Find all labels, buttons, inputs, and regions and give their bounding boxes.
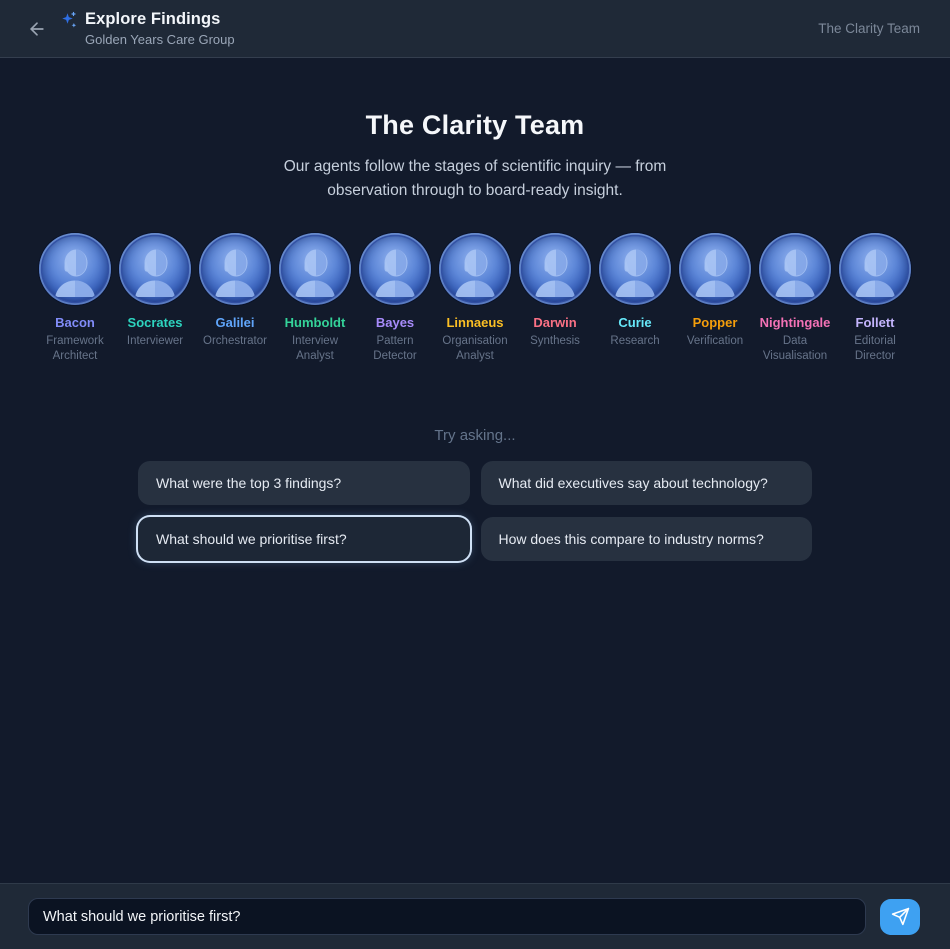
agent-role: Organisation Analyst [442, 334, 508, 363]
portrait-icon [200, 234, 270, 304]
agent-role: Data Visualisation [762, 334, 828, 363]
agent-card[interactable]: Curie Research [595, 233, 675, 365]
agent-avatar [199, 233, 271, 306]
suggestion-chip[interactable]: What should we prioritise first? [138, 516, 470, 561]
portrait-icon [280, 234, 350, 304]
agent-card[interactable]: Popper Verification [675, 233, 755, 365]
agent-card[interactable]: Darwin Synthesis [515, 233, 595, 365]
portrait-icon [760, 234, 830, 304]
portrait-icon [360, 234, 430, 304]
agent-avatar [119, 233, 191, 306]
agent-card[interactable]: Humboldt Interview Analyst [275, 233, 355, 365]
agent-avatar [39, 233, 111, 306]
team-title: The Clarity Team [365, 110, 585, 140]
agent-card[interactable]: Galilei Orchestrator [195, 233, 275, 365]
agent-avatar [679, 233, 751, 306]
agent-avatar [279, 233, 351, 306]
portrait-icon [680, 234, 750, 304]
team-description: Our agents follow the stages of scientif… [283, 158, 667, 200]
agent-role: Synthesis [530, 334, 580, 347]
agent-avatar [359, 233, 431, 306]
agent-avatar [759, 233, 831, 306]
agent-card[interactable]: Bayes Pattern Detector [355, 233, 435, 365]
hero-section: The Clarity Team Our agents follow the s… [0, 58, 950, 203]
agent-card[interactable]: Nightingale Data Visualisation [755, 233, 835, 365]
agent-avatar [839, 233, 911, 306]
page-subtitle: Golden Years Care Group [85, 32, 235, 47]
agent-name: Bayes [375, 315, 415, 331]
agent-name: Socrates [127, 315, 183, 331]
agent-name: Nightingale [759, 315, 831, 331]
agent-name: Galilei [215, 315, 255, 331]
message-input[interactable] [28, 898, 866, 935]
suggestion-chip[interactable]: How does this compare to industry norms? [480, 516, 812, 561]
agent-role: Verification [686, 334, 744, 347]
try-asking-heading: Try asking... [434, 426, 516, 444]
agent-name: Bacon [55, 315, 95, 331]
agent-name: Linnaeus [446, 315, 504, 331]
header-bar: Explore Findings Golden Years Care Group… [0, 0, 950, 58]
agent-avatar [519, 233, 591, 306]
agents-row: Bacon Framework Architect Socrates Inte [0, 233, 950, 365]
agent-role: Framework Architect [46, 334, 104, 363]
agent-card[interactable]: Bacon Framework Architect [35, 233, 115, 365]
header-titles: Explore Findings Golden Years Care Group [60, 10, 235, 47]
agent-name: Follett [855, 315, 895, 331]
main-content: The Clarity Team Our agents follow the s… [0, 58, 950, 561]
header-right-label: The Clarity Team [818, 21, 920, 36]
agent-name: Darwin [533, 315, 577, 331]
agent-name: Curie [618, 315, 652, 331]
agent-name: Humboldt [284, 315, 346, 331]
agent-avatar [439, 233, 511, 306]
agent-role: Orchestrator [203, 334, 267, 347]
portrait-icon [520, 234, 590, 304]
agent-role: Pattern Detector [373, 334, 417, 363]
paper-plane-icon [891, 907, 910, 926]
agent-role: Research [610, 334, 660, 347]
agent-role: Interviewer [126, 334, 184, 347]
portrait-icon [840, 234, 910, 304]
agent-card[interactable]: Follett Editorial Director [835, 233, 915, 365]
back-button[interactable] [24, 16, 50, 42]
agent-name: Popper [692, 315, 738, 331]
portrait-icon [600, 234, 670, 304]
agent-role: Editorial Director [854, 334, 896, 363]
composer-bar [0, 883, 950, 949]
portrait-icon [120, 234, 190, 304]
agent-role: Interview Analyst [291, 334, 339, 363]
agent-card[interactable]: Socrates Interviewer [115, 233, 195, 365]
agent-card[interactable]: Linnaeus Organisation Analyst [435, 233, 515, 365]
portrait-icon [40, 234, 110, 304]
suggestion-chip[interactable]: What did executives say about technology… [480, 460, 812, 505]
arrow-left-icon [27, 19, 47, 39]
send-button[interactable] [880, 898, 920, 935]
suggestion-chip[interactable]: What were the top 3 findings? [138, 460, 470, 505]
page-title: Explore Findings [85, 10, 221, 28]
agent-avatar [599, 233, 671, 306]
suggestion-chips: What were the top 3 findings? What did e… [138, 460, 812, 561]
sparkles-icon [60, 11, 78, 29]
portrait-icon [440, 234, 510, 304]
